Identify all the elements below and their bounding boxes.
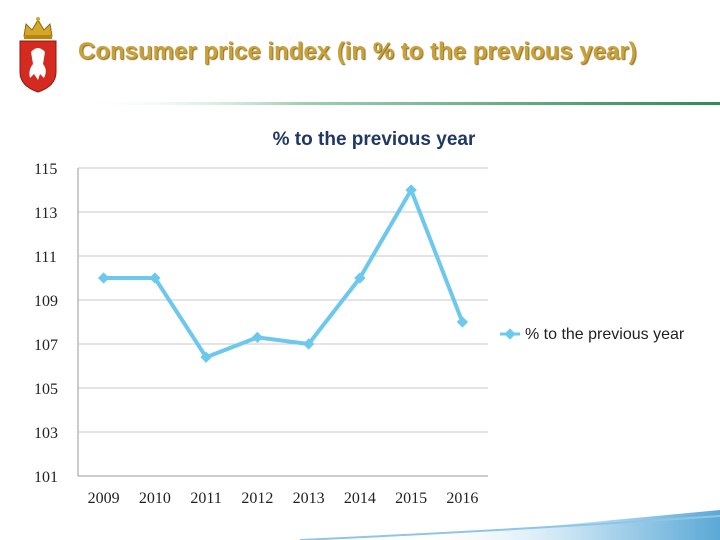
series-line	[103, 188, 465, 360]
series-layer	[97, 184, 469, 363]
y-tick-labels: 101 103 105 107 109 111 113 115	[34, 161, 58, 486]
crown-icon	[23, 17, 53, 39]
title-divider	[78, 102, 720, 105]
x-tick-label: 2011	[190, 490, 221, 507]
x-tick-label: 2016	[446, 490, 478, 507]
x-tick-label: 2013	[293, 490, 325, 507]
gridlines	[78, 167, 488, 477]
y-tick-label: 101	[34, 469, 58, 486]
y-tick-label: 103	[34, 425, 58, 442]
y-tick-label: 109	[34, 293, 58, 310]
x-tick-label: 2014	[344, 490, 376, 507]
footer-decoration	[299, 510, 720, 540]
x-tick-label: 2012	[241, 490, 273, 507]
shield-icon	[19, 40, 57, 93]
data-point	[251, 331, 264, 344]
chart-title: % to the previous year	[273, 129, 476, 150]
axes	[77, 168, 488, 477]
y-tick-label: 107	[34, 337, 58, 354]
data-point	[456, 316, 469, 328]
x-tick-label: 2009	[88, 490, 120, 507]
y-tick-label: 105	[34, 381, 58, 398]
data-point	[354, 272, 366, 284]
slide-title: Consumer price index (in % to the previo…	[78, 38, 637, 65]
y-tick-label: 111	[34, 249, 57, 266]
y-tick-label: 113	[34, 205, 57, 222]
x-tick-label: 2010	[139, 490, 171, 507]
coat-of-arms-logo	[19, 17, 57, 93]
y-tick-label: 115	[34, 161, 57, 178]
legend: % to the previous year	[500, 326, 685, 343]
data-point	[405, 184, 417, 196]
data-point	[97, 272, 110, 284]
legend-diamond-marker	[504, 328, 516, 340]
data-point	[200, 351, 212, 363]
x-tick-label: 2015	[395, 490, 427, 507]
data-point	[149, 272, 161, 284]
data-point	[302, 338, 315, 350]
x-tick-labels: 2009 2010 2011 2012 2013 2014 2015 2016	[88, 490, 479, 507]
legend-label: % to the previous year	[525, 326, 685, 343]
